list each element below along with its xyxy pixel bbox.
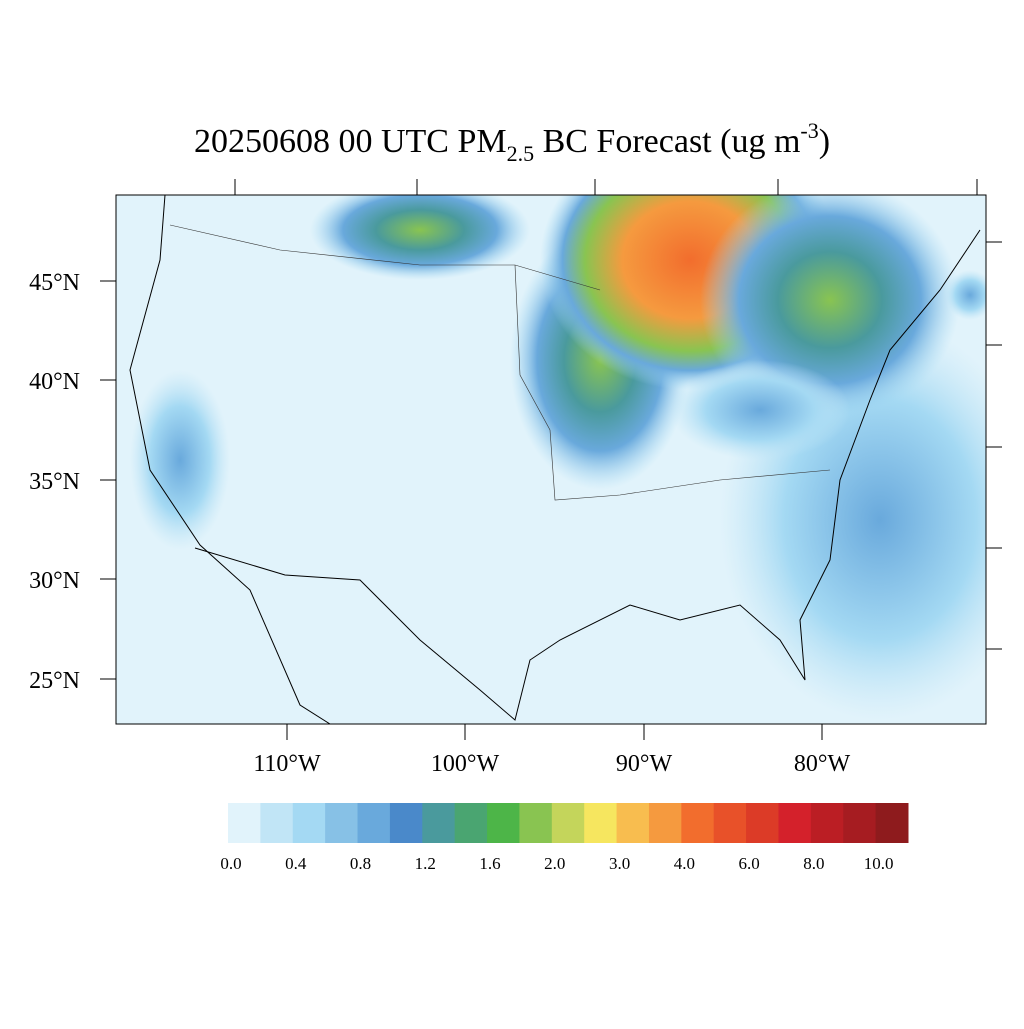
colorbar-box <box>616 803 650 843</box>
map-field <box>116 195 986 724</box>
title-text: ) <box>819 123 830 160</box>
colorbar-box <box>681 803 715 843</box>
colorbar-label: 0.0 <box>220 854 241 873</box>
colorbar-label: 0.4 <box>285 854 307 873</box>
colorbar-box <box>260 803 294 843</box>
colorbar-box <box>422 803 456 843</box>
lat-label: 30°N <box>29 568 80 594</box>
title-text: BC Forecast (ug m <box>534 123 800 160</box>
colorbar-box <box>810 803 844 843</box>
map-title: 20250608 00 UTC PM2.5 BC Forecast (ug m-… <box>194 118 830 166</box>
colorbar-label: 6.0 <box>738 854 759 873</box>
colorbar-label: 8.0 <box>803 854 824 873</box>
colorbar-box <box>713 803 747 843</box>
colorbar-box <box>584 803 618 843</box>
colorbar-box <box>228 803 261 843</box>
colorbar-label: 10.0 <box>864 854 894 873</box>
colorbar-box <box>487 803 520 843</box>
colorbar: 0.0 0.4 0.8 1.2 1.6 2.0 3.0 4.0 6.0 8.0 10.0 <box>220 803 909 873</box>
axis-labels: 45°N 40°N 35°N 30°N 25°N 110°W 100°W 90°W 80°W <box>29 270 850 777</box>
lat-label: 45°N <box>29 270 80 296</box>
colorbar-box <box>454 803 488 843</box>
colorbar-label: 2.0 <box>544 854 565 873</box>
colorbar-label: 3.0 <box>609 854 630 873</box>
colorbar-box <box>551 803 585 843</box>
title-subscript: 2.5 <box>507 141 535 166</box>
colorbar-box <box>389 803 423 843</box>
colorbar-box <box>648 803 682 843</box>
colorbar-box <box>778 803 812 843</box>
colorbar-label: 4.0 <box>674 854 695 873</box>
lat-label: 40°N <box>29 369 80 395</box>
lon-label: 110°W <box>253 751 321 777</box>
colorbar-box <box>292 803 326 843</box>
title-text: 20250608 00 UTC PM <box>194 123 507 160</box>
colorbar-box <box>357 803 391 843</box>
lon-label: 80°W <box>794 751 851 777</box>
colorbar-box <box>875 803 909 843</box>
frame-ticks <box>100 179 1002 740</box>
map-frame <box>115 194 987 725</box>
colorbar-box <box>843 803 877 843</box>
colorbar-label: 0.8 <box>350 854 371 873</box>
lon-label: 100°W <box>431 751 500 777</box>
colorbar-box <box>325 803 359 843</box>
colorbar-box <box>519 803 553 843</box>
lon-label: 90°W <box>616 751 673 777</box>
colorbar-label: 1.6 <box>479 854 500 873</box>
colorbar-box <box>746 803 779 843</box>
lat-label: 25°N <box>29 668 80 694</box>
lat-label: 35°N <box>29 469 80 495</box>
colorbar-label: 1.2 <box>415 854 436 873</box>
title-superscript: -3 <box>800 118 818 143</box>
